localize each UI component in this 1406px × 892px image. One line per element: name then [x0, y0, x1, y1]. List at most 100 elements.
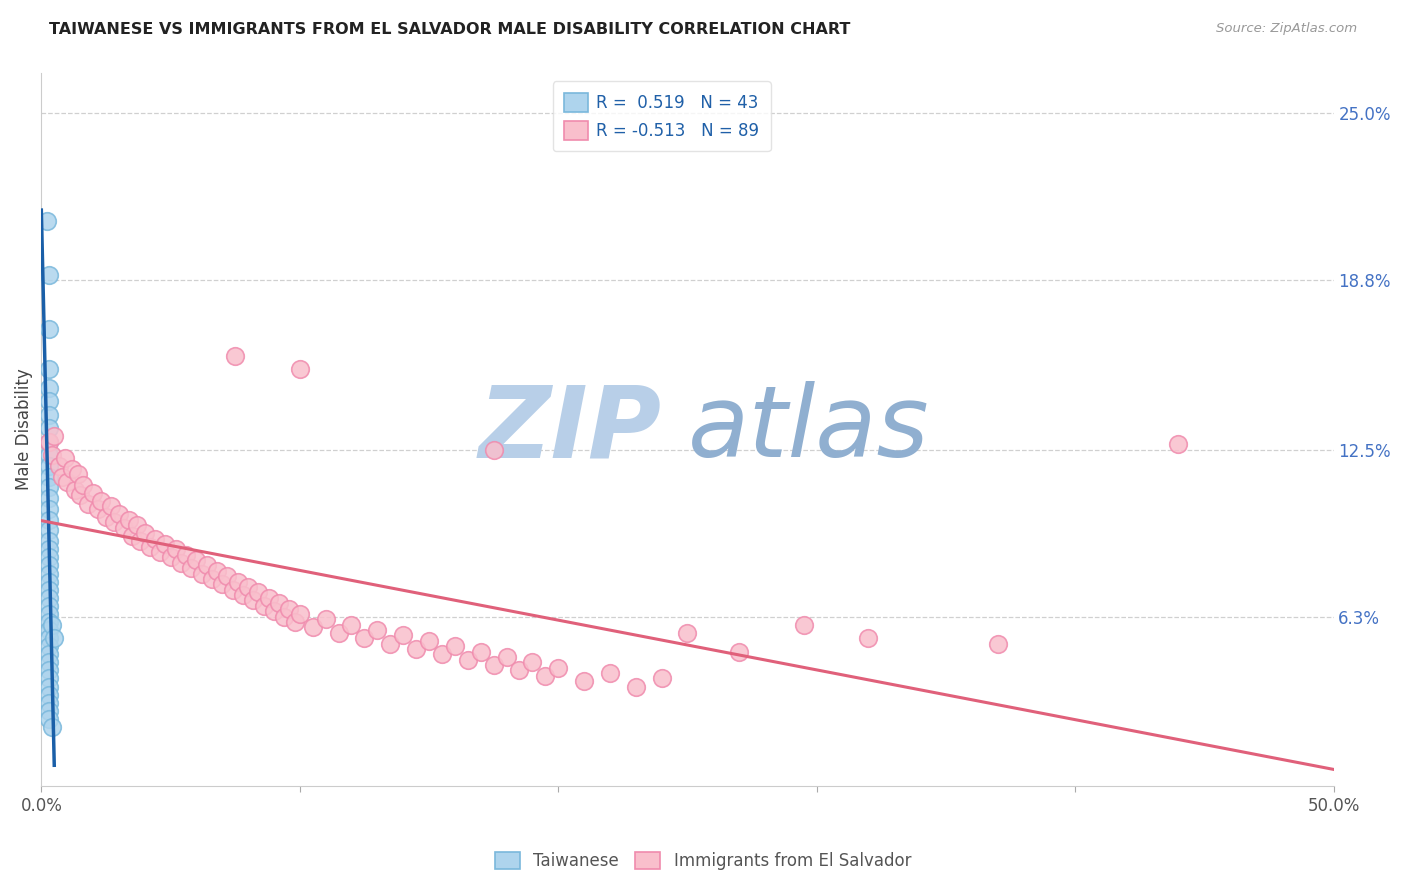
Point	[38, 656, 60, 670]
Point	[301, 620, 323, 634]
Point	[76, 497, 98, 511]
Point	[38, 381, 60, 395]
Y-axis label: Male Disability: Male Disability	[15, 368, 32, 491]
Point	[353, 631, 375, 645]
Point	[676, 625, 699, 640]
Point	[340, 617, 363, 632]
Legend: R =  0.519   N = 43, R = -0.513   N = 89: R = 0.519 N = 43, R = -0.513 N = 89	[553, 81, 770, 152]
Point	[38, 458, 60, 473]
Point	[986, 636, 1008, 650]
Point	[38, 480, 60, 494]
Point	[793, 617, 815, 632]
Text: ZIP: ZIP	[478, 381, 662, 478]
Point	[392, 628, 415, 642]
Point	[508, 664, 530, 678]
Point	[38, 434, 60, 449]
Point	[38, 566, 60, 581]
Point	[38, 268, 60, 282]
Point	[482, 658, 505, 673]
Point	[38, 672, 60, 686]
Point	[112, 521, 135, 535]
Point	[38, 524, 60, 538]
Point	[38, 623, 60, 637]
Point	[72, 477, 94, 491]
Point	[190, 566, 212, 581]
Point	[38, 434, 60, 449]
Point	[149, 545, 172, 559]
Point	[90, 494, 112, 508]
Point	[186, 553, 208, 567]
Point	[728, 644, 751, 658]
Point	[41, 448, 63, 462]
Point	[195, 558, 218, 573]
Point	[226, 574, 249, 589]
Point	[94, 510, 117, 524]
Point	[56, 475, 79, 489]
Point	[134, 526, 156, 541]
Point	[211, 577, 233, 591]
Point	[257, 591, 280, 605]
Point	[273, 609, 295, 624]
Point	[418, 633, 440, 648]
Point	[38, 712, 60, 726]
Point	[38, 469, 60, 483]
Point	[38, 550, 60, 565]
Point	[87, 502, 110, 516]
Point	[41, 720, 63, 734]
Point	[38, 394, 60, 409]
Point	[288, 362, 311, 376]
Point	[108, 508, 131, 522]
Point	[82, 485, 104, 500]
Point	[38, 491, 60, 506]
Point	[278, 601, 301, 615]
Text: TAIWANESE VS IMMIGRANTS FROM EL SALVADOR MALE DISABILITY CORRELATION CHART: TAIWANESE VS IMMIGRANTS FROM EL SALVADOR…	[49, 22, 851, 37]
Point	[174, 548, 197, 562]
Point	[221, 582, 243, 597]
Point	[38, 421, 60, 435]
Point	[288, 607, 311, 621]
Point	[143, 532, 166, 546]
Point	[263, 604, 285, 618]
Point	[217, 569, 239, 583]
Point	[125, 518, 148, 533]
Point	[38, 558, 60, 573]
Point	[572, 674, 595, 689]
Point	[38, 321, 60, 335]
Point	[180, 561, 202, 575]
Point	[482, 442, 505, 457]
Point	[35, 214, 58, 228]
Point	[495, 650, 517, 665]
Point	[522, 656, 544, 670]
Point	[242, 593, 264, 607]
Point	[41, 617, 63, 632]
Point	[547, 661, 569, 675]
Point	[430, 647, 453, 661]
Point	[205, 564, 228, 578]
Point	[38, 615, 60, 629]
Point	[38, 542, 60, 557]
Point	[38, 362, 60, 376]
Point	[232, 588, 254, 602]
Point	[405, 641, 427, 656]
Point	[38, 704, 60, 718]
Point	[38, 664, 60, 678]
Point	[599, 666, 621, 681]
Point	[66, 467, 89, 481]
Point	[38, 696, 60, 710]
Text: atlas: atlas	[688, 381, 929, 478]
Point	[48, 458, 70, 473]
Point	[380, 636, 402, 650]
Point	[155, 537, 177, 551]
Point	[44, 429, 66, 443]
Text: Source: ZipAtlas.com: Source: ZipAtlas.com	[1216, 22, 1357, 36]
Point	[470, 644, 492, 658]
Point	[624, 680, 647, 694]
Point	[100, 500, 122, 514]
Point	[118, 513, 141, 527]
Point	[38, 513, 60, 527]
Point	[38, 607, 60, 621]
Point	[443, 639, 465, 653]
Point	[247, 585, 270, 599]
Point	[457, 653, 479, 667]
Point	[858, 631, 880, 645]
